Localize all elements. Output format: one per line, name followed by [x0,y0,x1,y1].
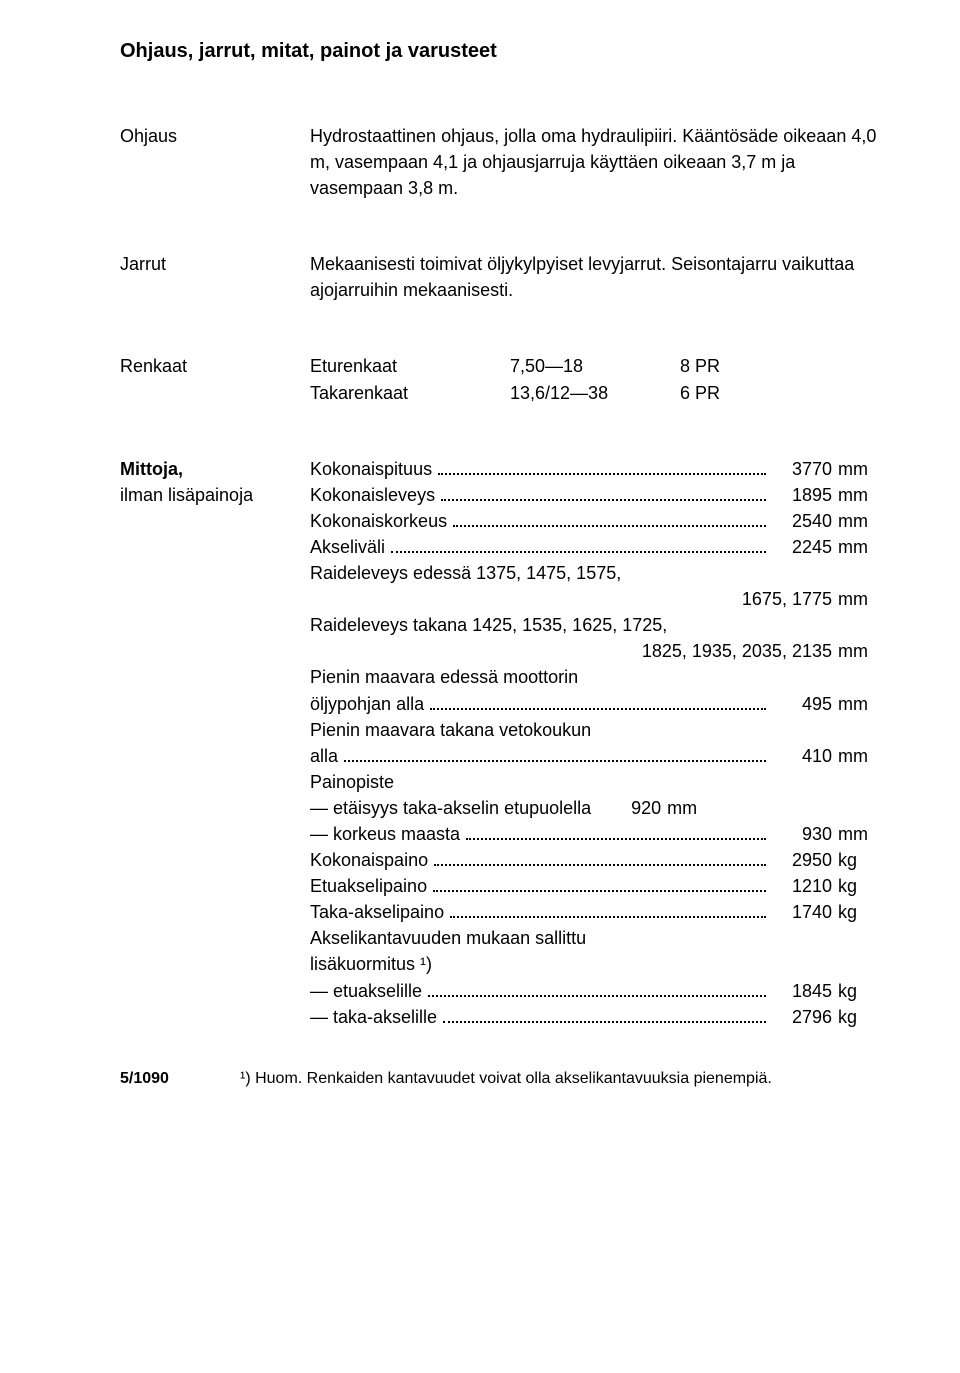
spec-maavara-edessa-line1: Pienin maavara edessä moottorin [310,664,880,690]
spec-painopiste: Painopiste [310,769,880,795]
tyres-rear-pr: 6 PR [680,380,760,406]
leader-dots [438,456,766,474]
tyres-front-size: 7,50—18 [510,353,680,379]
document-page: Ohjaus, jarrut, mitat, painot ja varuste… [0,0,960,1373]
spec-maavara-takana-line1: Pienin maavara takana vetokoukun [310,717,880,743]
page-code: 5/1090 [120,1070,240,1088]
section-dimensions: Mittoja, ilman lisäpainoja Kokonaispituu… [120,456,880,1030]
tyres-rear-size: 13,6/12—38 [510,380,680,406]
spec-raideleveys-takana: Raideleveys takana 1425, 1535, 1625, 172… [310,612,880,638]
spec-painopiste-korkeus: — korkeus maasta 930 mm [310,821,880,847]
spec-akselivali: Akseliväli 2245 mm [310,534,880,560]
steering-label: Ohjaus [120,123,310,201]
dims-label: Mittoja, ilman lisäpainoja [120,456,310,1030]
spec-raideleveys-takana-values: 1825, 1935, 2035, 2135 mm [310,638,880,664]
dims-content: Kokonaispituus 3770 mm Kokonaisleveys 18… [310,456,880,1030]
dims-label-line2: ilman lisäpainoja [120,482,310,508]
spec-takaakselille: — taka-akselille 2796 kg [310,1004,880,1030]
spec-maavara-edessa-line2: öljypohjan alla 495 mm [310,691,880,717]
spec-kokonaispaino: Kokonaispaino 2950 kg [310,847,880,873]
spec-maavara-takana-line2: alla 410 mm [310,743,880,769]
page-title: Ohjaus, jarrut, mitat, painot ja varuste… [120,40,880,63]
steering-text: Hydrostaattinen ohjaus, jolla oma hydrau… [310,123,880,201]
footnote: 5/1090 ¹) Huom. Renkaiden kantavuudet vo… [120,1070,880,1088]
spec-takaakselipaino: Taka-akselipaino 1740 kg [310,899,880,925]
tyres-front-pr: 8 PR [680,353,760,379]
spec-etuakselille: — etuakselille 1845 kg [310,978,880,1004]
brakes-label: Jarrut [120,251,310,303]
spec-raideleveys-edessa-values: 1675, 1775 mm [310,586,880,612]
brakes-text: Mekaanisesti toimivat öljykylpyiset levy… [310,251,880,303]
spec-kokonaiskorkeus: Kokonaiskorkeus 2540 mm [310,508,880,534]
spec-etuakselipaino: Etuakselipaino 1210 kg [310,873,880,899]
spec-kokonaispituus: Kokonaispituus 3770 mm [310,456,880,482]
spec-raideleveys-edessa: Raideleveys edessä 1375, 1475, 1575, [310,560,880,586]
tyres-label: Renkaat [120,353,310,405]
tyres-row-rear: Takarenkaat 13,6/12—38 6 PR [310,380,880,406]
section-tyres: Renkaat Eturenkaat 7,50—18 8 PR Takarenk… [120,353,880,405]
spec-lisakuormitus-line2: lisäkuormitus ¹) [310,951,880,977]
spec-kokonaisleveys: Kokonaisleveys 1895 mm [310,482,880,508]
section-steering: Ohjaus Hydrostaattinen ohjaus, jolla oma… [120,123,880,201]
tyres-row-front: Eturenkaat 7,50—18 8 PR [310,353,880,379]
dims-label-line1: Mittoja, [120,459,183,479]
footnote-text: ¹) Huom. Renkaiden kantavuudet voivat ol… [240,1070,880,1088]
tyres-rear-name: Takarenkaat [310,380,510,406]
spec-painopiste-etaisyys: — etäisyys taka-akselin etupuolella 920 … [310,795,880,821]
tyres-front-name: Eturenkaat [310,353,510,379]
spec-lisakuormitus-line1: Akselikantavuuden mukaan sallittu [310,925,880,951]
section-brakes: Jarrut Mekaanisesti toimivat öljykylpyis… [120,251,880,303]
